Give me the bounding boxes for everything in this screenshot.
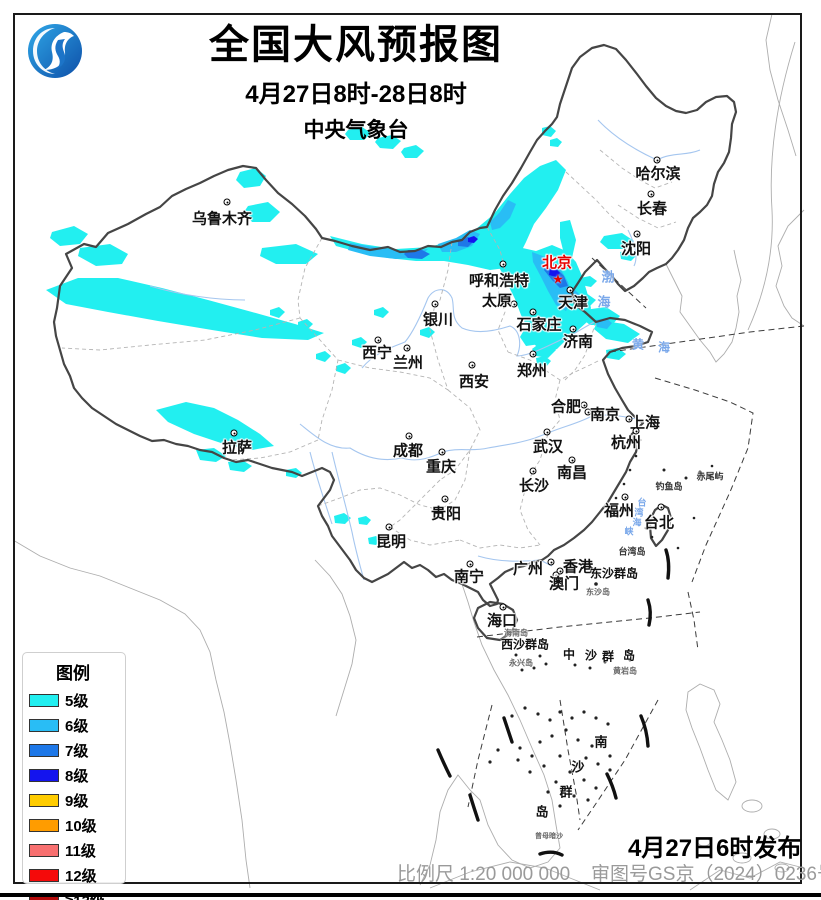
legend-title: 图例 <box>56 664 90 683</box>
legend-item: 11级 <box>29 838 125 863</box>
rivers <box>149 119 701 581</box>
release-time: 4月27日6时发布 <box>628 835 802 862</box>
legend-swatch <box>29 769 59 782</box>
legend-item: 7级 <box>29 738 125 763</box>
legend-label: 10级 <box>65 818 97 835</box>
legend-label: 9级 <box>65 793 89 810</box>
province-borders <box>61 149 677 549</box>
wind-area-8 <box>468 236 560 277</box>
legend-swatch <box>29 869 59 882</box>
legend-item: 10级 <box>29 813 125 838</box>
legend-swatch <box>29 719 59 732</box>
legend-swatch <box>29 844 59 857</box>
island-dots <box>488 438 714 808</box>
legend-label: 5级 <box>65 693 89 710</box>
page-title: 全国大风预报图 <box>209 23 503 67</box>
legend-item: 6级 <box>29 713 125 738</box>
legend-swatch <box>29 694 59 707</box>
nine-dash-line <box>436 548 671 857</box>
issuing-agency: 中央气象台 <box>303 119 409 142</box>
map-approval-number: 审图号GS京（2024）0236号 <box>591 864 821 885</box>
legend-item: 5级 <box>29 688 125 713</box>
cma-logo-icon <box>28 24 82 78</box>
legend-label: 12级 <box>65 868 97 885</box>
map-scale: 比例尺 1:20 000 000 <box>397 864 571 885</box>
legend-label: 6级 <box>65 718 89 735</box>
bottom-divider <box>0 893 821 897</box>
forecast-period: 4月27日8时-28日8时 <box>245 81 467 108</box>
legend-item: 12级 <box>29 863 125 888</box>
title-block: 全国大风预报图 4月27日8时-28日8时 中央气象台 <box>130 22 582 144</box>
cma-logo <box>24 20 86 82</box>
legend-swatch <box>29 794 59 807</box>
wind-area-5 <box>46 126 640 545</box>
china-border <box>52 43 738 642</box>
map-frame <box>13 13 802 884</box>
legend-label: 8级 <box>65 768 89 785</box>
foreign-coastlines <box>12 13 805 891</box>
legend-item: 8级 <box>29 763 125 788</box>
legend-swatch <box>29 744 59 757</box>
legend-label: 7级 <box>65 743 89 760</box>
legend-swatch <box>29 819 59 832</box>
legend-label: 11级 <box>65 843 96 860</box>
legend-item: 9级 <box>29 788 125 813</box>
